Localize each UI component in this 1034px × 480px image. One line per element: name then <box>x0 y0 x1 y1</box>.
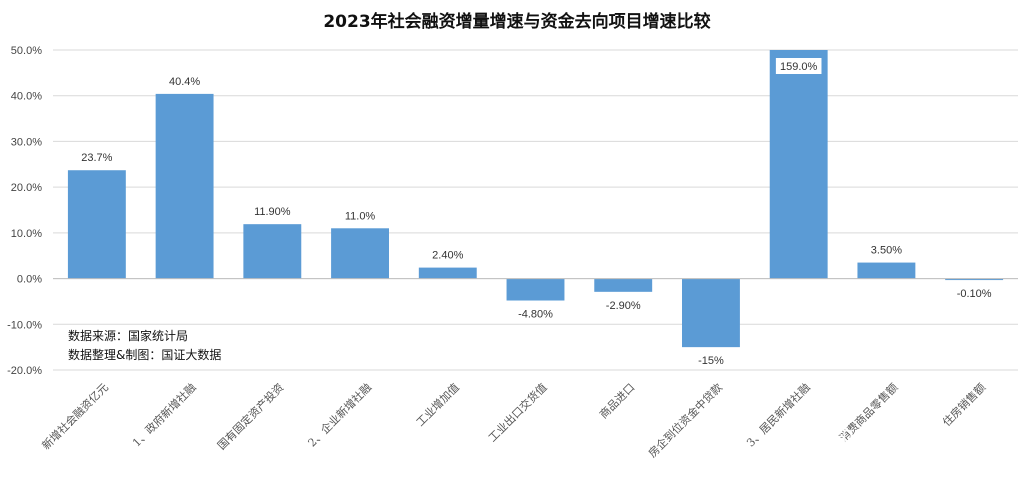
y-tick-label: -10.0% <box>7 319 42 331</box>
data-label: 159.0% <box>780 61 818 73</box>
bar <box>418 267 477 279</box>
data-label: 11.0% <box>345 210 376 222</box>
y-tick-label: 40.0% <box>11 91 42 103</box>
data-label: 3.50% <box>871 245 902 257</box>
credit-note: 数据整理&制图：国证大数据 <box>68 347 221 362</box>
source-notes: 数据来源：国家统计局 数据整理&制图：国证大数据 <box>68 328 221 362</box>
y-axis: -20.0% -10.0% 0.0% 10.0% 20.0% 30.0% 40.0% 50.0… <box>7 45 42 377</box>
bar <box>682 278 740 348</box>
data-label: -15% <box>698 355 724 367</box>
data-label-box <box>775 58 822 74</box>
source-note: 数据来源：国家统计局 <box>68 328 188 343</box>
bar <box>243 224 302 279</box>
y-tick-label: 30.0% <box>11 136 42 148</box>
bar <box>155 93 214 279</box>
bar <box>857 262 916 279</box>
bar <box>331 228 389 279</box>
y-tick-label: 50.0% <box>11 45 42 57</box>
chart-title: 2023年社会融资增量增速与资金去向项目增速比较 <box>323 11 710 32</box>
y-tick-label: 20.0% <box>11 182 42 194</box>
bar <box>67 170 126 279</box>
data-label: 23.7% <box>81 152 112 164</box>
bars <box>67 50 1004 348</box>
bar <box>769 50 828 279</box>
watermark-text: 知乎 @火星宏观 <box>830 426 1006 454</box>
data-label: 40.4% <box>169 76 200 88</box>
data-labels: 23.7% 40.4% 11.90% 11.0% 2.40% -4.80% -2.90% -1… <box>81 58 992 367</box>
bar <box>594 278 653 292</box>
data-label: -2.90% <box>606 300 641 312</box>
data-label: 11.90% <box>254 206 291 218</box>
bar <box>945 278 1004 281</box>
y-tick-label: 10.0% <box>11 228 42 240</box>
y-tick-label: -20.0% <box>7 365 42 377</box>
y-tick-label: 0.0% <box>17 274 42 286</box>
data-label: -0.10% <box>957 288 992 300</box>
bar <box>506 278 565 301</box>
data-label: -4.80% <box>518 309 553 321</box>
data-label: 2.40% <box>432 250 463 262</box>
